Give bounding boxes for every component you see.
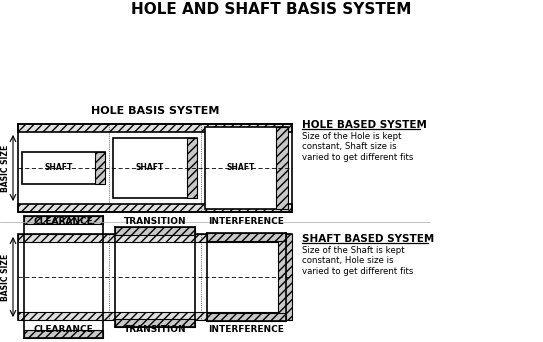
Bar [18,234,292,320]
Text: HOLE AND SHAFT BASIS SYSTEM: HOLE AND SHAFT BASIS SYSTEM [131,2,411,17]
Bar [18,312,278,320]
Text: TRANSITION: TRANSITION [124,217,186,226]
Text: INTERFERENCE: INTERFERENCE [209,325,285,334]
Bar [24,330,103,338]
Text: TRANSITION: TRANSITION [124,325,186,334]
Text: SHAFT BASED SYSTEM: SHAFT BASED SYSTEM [302,234,434,244]
Text: HOLE BASIS SYSTEM: HOLE BASIS SYSTEM [91,106,219,116]
Text: SHAFT: SHAFT [226,163,255,172]
Bar [207,233,286,241]
Bar [205,127,288,209]
Bar [22,152,105,184]
Text: Size of the Hole is kept
constant, Shaft size is
varied to get different fits: Size of the Hole is kept constant, Shaft… [302,132,413,162]
Text: CLEARANCE: CLEARANCE [34,217,93,226]
Text: HOLE BASED SYSTEM: HOLE BASED SYSTEM [302,120,427,130]
Bar [24,216,103,224]
Text: Size of the Shaft is kept
constant, Hole size is
varied to get different fits: Size of the Shaft is kept constant, Hole… [302,246,413,276]
Bar [115,227,195,235]
Bar [96,152,105,184]
Text: CLEARANCE: CLEARANCE [34,325,93,334]
Bar [115,319,195,327]
Bar [113,138,197,198]
Bar [207,313,286,321]
Bar [18,234,278,242]
Text: BASIC SIZE: BASIC SIZE [2,253,10,301]
Text: BASIC SIZE: BASIC SIZE [2,144,10,192]
Bar [187,138,197,198]
Text: INTERFERENCE: INTERFERENCE [209,217,285,226]
Bar [18,124,292,132]
Bar [276,127,288,209]
Bar [278,234,292,320]
Text: SHAFT: SHAFT [45,163,73,172]
Bar [18,204,292,212]
Text: SHAFT: SHAFT [136,163,164,172]
